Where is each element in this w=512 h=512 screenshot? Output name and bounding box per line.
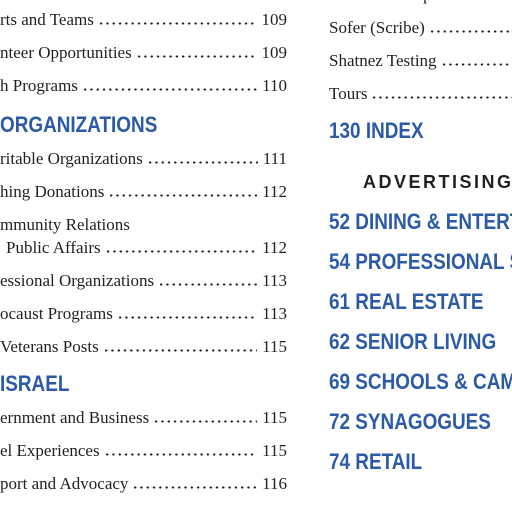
- toc-entry: h Programs 110: [0, 74, 287, 98]
- advertising-heading: ADVERTISING: [363, 172, 512, 192]
- entry-title: ernment and Business: [0, 408, 150, 427]
- entry-title: h Programs: [0, 76, 78, 95]
- leader-dots: [104, 249, 258, 253]
- entry-title: Tours: [329, 84, 368, 103]
- advertising-item: 74 RETAIL: [329, 449, 423, 474]
- advertising-item: 54 PROFESSIONAL SE: [329, 249, 512, 274]
- toc-entry-cont: Public Affairs 112: [6, 236, 287, 260]
- page-number: 115: [262, 408, 287, 427]
- toc-entry: nteer Opportunities 109: [0, 41, 287, 65]
- page-number: 112: [262, 238, 287, 257]
- entry-title: Veterans Posts: [0, 337, 99, 356]
- entry-title: el Experiences: [0, 441, 100, 460]
- toc-entry: el Experiences 115: [0, 439, 287, 463]
- entry-title: nteer Opportunities: [0, 43, 132, 62]
- leader-dots: [371, 95, 512, 99]
- toc-entry: Tours: [329, 82, 512, 106]
- advertising-item: 69 SCHOOLS & CAMP: [329, 369, 512, 394]
- leader-dots: [158, 282, 258, 286]
- leader-dots: [132, 485, 258, 489]
- toc-entry: Sofer (Scribe): [329, 16, 512, 40]
- page-number: 109: [261, 43, 288, 62]
- entry-title: Public Affairs: [6, 238, 101, 257]
- entry-title: Musical Groups: [329, 0, 438, 5]
- leader-dots: [108, 193, 258, 197]
- page-number: 113: [262, 271, 287, 290]
- leader-dots: [102, 348, 258, 352]
- page-number: 116: [262, 474, 287, 493]
- leader-dots: [428, 29, 512, 33]
- advertising-item: 72 SYNAGOGUES: [329, 409, 491, 434]
- entry-title: hing Donations: [0, 182, 105, 201]
- toc-entry: rts and Teams 109: [0, 8, 287, 32]
- toc-entry: Veterans Posts 115: [0, 335, 287, 359]
- toc-entry: Shatnez Testing: [329, 49, 512, 73]
- toc-entry: hing Donations 112: [0, 180, 287, 204]
- toc-entry: Musical Groups: [329, 0, 512, 7]
- leader-dots: [153, 419, 258, 423]
- page-number: 112: [262, 182, 287, 201]
- toc-entry: port and Advocacy 116: [0, 472, 287, 496]
- leader-dots: [103, 452, 258, 456]
- leader-dots: [97, 21, 257, 25]
- leader-dots: [146, 160, 258, 164]
- leader-dots: [135, 54, 257, 58]
- toc-entry: mmunity Relations: [0, 213, 287, 237]
- leader-dots: [81, 87, 258, 91]
- entry-title: ocaust Programs: [0, 304, 113, 323]
- entry-title: rts and Teams: [0, 10, 94, 29]
- leader-dots: [116, 315, 258, 319]
- advertising-item: 61 REAL ESTATE: [329, 289, 484, 314]
- page-number: 109: [261, 10, 288, 29]
- entry-title: ritable Organizations: [0, 149, 143, 168]
- page-number: 115: [262, 337, 287, 356]
- entry-title: mmunity Relations: [0, 215, 130, 234]
- entry-title: port and Advocacy: [0, 474, 129, 493]
- toc-entry: essional Organizations 113: [0, 269, 287, 293]
- entry-title: Shatnez Testing: [329, 51, 437, 70]
- entry-title: Sofer (Scribe): [329, 18, 425, 37]
- advertising-item: 52 DINING & ENTERTA: [329, 209, 512, 234]
- index-heading: 130 INDEX: [329, 118, 424, 143]
- page-number: 113: [262, 304, 287, 323]
- entry-title: essional Organizations: [0, 271, 155, 290]
- advertising-item: 62 SENIOR LIVING: [329, 329, 497, 354]
- toc-entry: ernment and Business 115: [0, 406, 287, 430]
- page-number: 111: [262, 149, 287, 168]
- page-number: 110: [262, 76, 287, 95]
- leader-dots: [440, 62, 512, 66]
- section-heading: ISRAEL: [0, 371, 70, 396]
- page-number: 115: [262, 441, 287, 460]
- toc-entry: ritable Organizations 111: [0, 147, 287, 171]
- toc-entry: ocaust Programs 113: [0, 302, 287, 326]
- section-heading: ORGANIZATIONS: [0, 112, 158, 137]
